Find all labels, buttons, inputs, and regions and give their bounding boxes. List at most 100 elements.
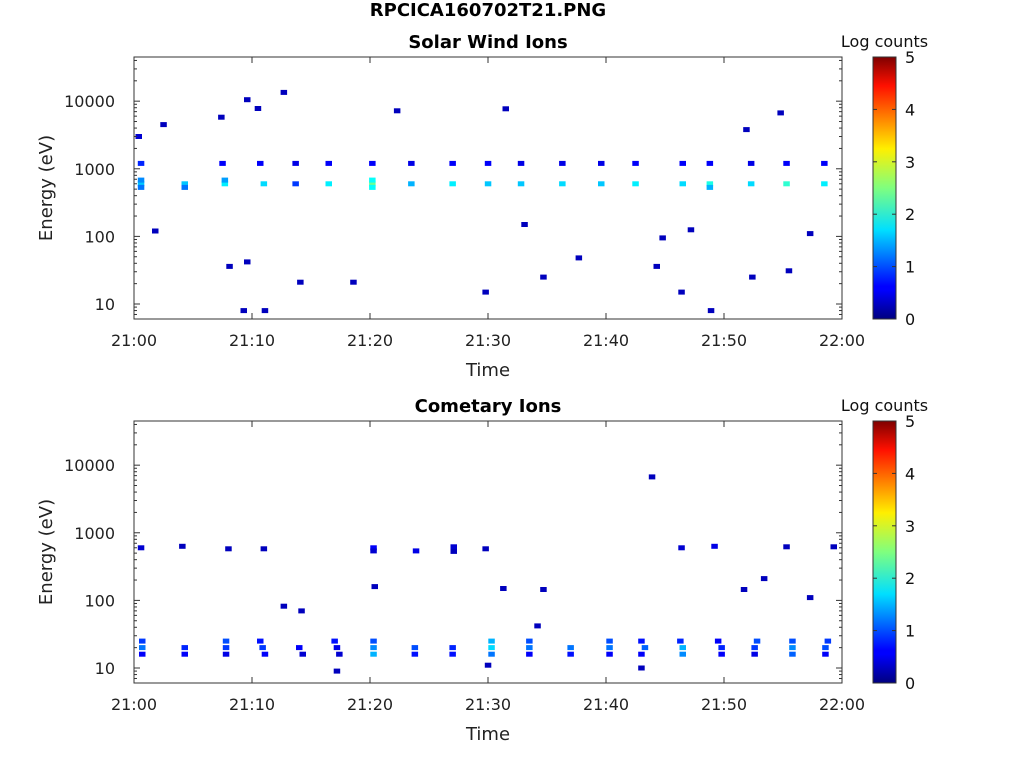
- data-cell: [261, 651, 269, 657]
- colorbar-tick-label: 2: [905, 205, 915, 224]
- data-cell: [659, 235, 666, 241]
- data-cell: [707, 308, 715, 314]
- x-tick-label: 21:10: [229, 695, 275, 714]
- data-cell: [139, 651, 146, 657]
- colorbar-tick-label: 1: [905, 622, 915, 641]
- data-cell: [740, 587, 748, 592]
- data-cell: [369, 184, 376, 190]
- colorbar-tick-label: 4: [905, 100, 915, 119]
- x-tick-label: 21:30: [465, 331, 511, 350]
- data-cell: [160, 122, 167, 128]
- x-tick-label: 22:00: [819, 331, 865, 350]
- colorbar-tick-label: 0: [905, 310, 915, 329]
- data-cell: [718, 645, 725, 651]
- data-cell: [567, 645, 574, 651]
- data-cell: [137, 184, 145, 190]
- data-cell: [257, 160, 264, 166]
- data-cell: [760, 576, 768, 582]
- data-cell: [412, 548, 420, 554]
- data-cell: [679, 181, 686, 187]
- data-cell: [408, 181, 415, 187]
- data-cell: [336, 651, 343, 657]
- data-cell: [638, 651, 645, 657]
- data-cell: [137, 177, 145, 183]
- data-cell: [325, 181, 332, 187]
- data-cell: [678, 289, 685, 295]
- data-cell: [540, 274, 547, 280]
- data-cell: [488, 638, 495, 644]
- data-cell: [370, 645, 377, 651]
- data-cell: [280, 603, 288, 609]
- data-cell: [484, 662, 492, 668]
- data-cell: [606, 638, 613, 644]
- data-cell: [526, 645, 533, 651]
- y-tick-label: 100: [84, 227, 115, 246]
- y-axis-label: Energy (eV): [36, 499, 57, 605]
- data-cell: [789, 651, 796, 657]
- data-cell: [244, 259, 251, 265]
- colorbar-title: Log counts: [841, 396, 928, 415]
- data-cell: [606, 651, 613, 657]
- data-cell: [751, 645, 758, 651]
- data-cell: [711, 543, 718, 549]
- data-cell: [222, 638, 230, 644]
- data-cell: [221, 181, 229, 187]
- data-cell: [393, 108, 401, 114]
- data-cell: [598, 160, 605, 166]
- colorbar-tick-label: 3: [905, 153, 915, 172]
- x-tick-label: 21:00: [111, 695, 157, 714]
- data-cell: [259, 645, 266, 651]
- data-cell: [521, 222, 528, 227]
- data-cell: [653, 263, 660, 269]
- x-tick-label: 21:20: [347, 331, 393, 350]
- figure-title: RPCICA160702T21.PNG: [369, 0, 607, 21]
- data-cell: [743, 127, 750, 133]
- data-cell: [408, 160, 415, 166]
- data-cell: [679, 645, 686, 651]
- data-cell: [225, 546, 232, 552]
- y-tick-label: 10: [95, 659, 115, 678]
- data-cell: [331, 638, 338, 644]
- data-cell: [244, 97, 251, 103]
- data-cell: [575, 255, 583, 261]
- data-cell: [830, 544, 837, 550]
- y-axis-label: Energy (eV): [36, 135, 57, 241]
- data-cell: [482, 289, 489, 295]
- data-cell: [482, 546, 489, 552]
- data-cell: [484, 160, 492, 166]
- data-cell: [567, 651, 574, 657]
- data-cell: [747, 160, 755, 166]
- data-cell: [292, 160, 299, 166]
- data-cell: [540, 587, 547, 592]
- data-cell: [783, 181, 790, 187]
- colorbar-tick-label: 3: [905, 517, 915, 536]
- data-cell: [821, 160, 828, 166]
- data-cell: [822, 645, 829, 651]
- data-cell: [260, 181, 268, 187]
- data-cell: [718, 651, 725, 657]
- data-cell: [240, 308, 247, 314]
- data-cell: [526, 651, 533, 657]
- y-tick-label: 100: [84, 591, 115, 610]
- x-tick-label: 21:10: [229, 331, 275, 350]
- data-cell: [181, 651, 188, 657]
- data-cell: [450, 548, 457, 554]
- data-cell: [222, 651, 230, 657]
- data-cell: [257, 638, 264, 644]
- data-cell: [783, 544, 790, 550]
- data-cell: [449, 181, 456, 187]
- data-cell: [371, 584, 378, 590]
- data-cell: [648, 474, 656, 480]
- data-cell: [260, 546, 268, 552]
- data-cell: [219, 160, 226, 166]
- data-cell: [749, 274, 756, 280]
- data-cell: [789, 645, 796, 651]
- data-cell: [678, 545, 685, 551]
- data-cell: [502, 106, 509, 112]
- data-cell: [370, 638, 377, 644]
- data-cell: [139, 638, 146, 644]
- data-cell: [135, 134, 142, 139]
- data-cell: [296, 645, 303, 651]
- data-cell: [221, 177, 229, 183]
